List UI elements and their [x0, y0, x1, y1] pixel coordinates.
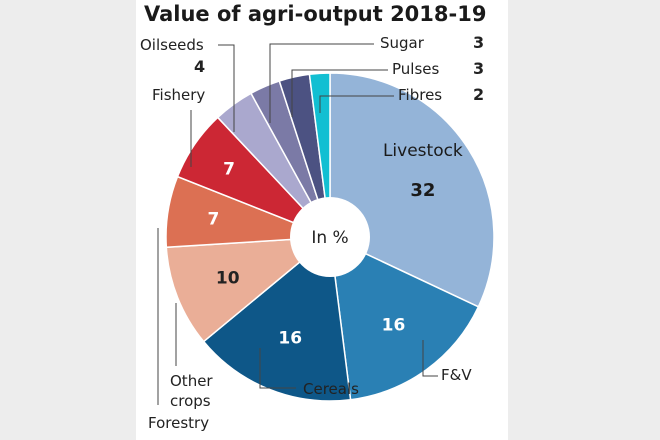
slice-value-f-v: 16: [382, 315, 406, 335]
slice-fibres: [308, 72, 331, 238]
label-cereals: Cereals: [303, 380, 359, 398]
leader-line-sugar: [269, 43, 374, 123]
donut-hole: [290, 197, 370, 277]
slice-value-forestry: 7: [208, 210, 220, 230]
donut-chart: In %Livestock3216161077F&VCerealsOthercr…: [140, 33, 495, 432]
label-other-crops: Other: [170, 372, 213, 390]
slice-livestock: [329, 72, 495, 308]
value-pulses: 3: [473, 59, 484, 78]
leader-line-fibres: [319, 95, 394, 113]
value-sugar: 3: [473, 33, 484, 52]
label-pulses: Pulses: [392, 60, 439, 78]
label-sugar: Sugar: [380, 34, 425, 52]
slice-cereals: [202, 235, 352, 402]
leader-line-cereals: [259, 348, 296, 389]
slice-other-crops: [165, 236, 333, 343]
value-fibres: 2: [473, 85, 484, 104]
chart-title: Value of agri-output 2018-19: [144, 2, 487, 26]
label-fishery: Fishery: [152, 86, 205, 104]
label-fibres: Fibres: [398, 86, 442, 104]
chart-panel: Value of agri-output 2018-19 In % Livesto…: [136, 0, 508, 440]
slice-f-v: [329, 235, 480, 401]
slice-value-other-crops: 10: [216, 268, 240, 288]
leader-line-oilseeds: [218, 44, 235, 132]
label-forestry: Forestry: [148, 414, 209, 432]
value-oilseeds: 4: [194, 57, 205, 76]
slice-value-fishery: 7: [223, 159, 235, 179]
label-other-crops-line2: crops: [170, 392, 211, 410]
leader-line-pulses: [291, 69, 388, 117]
slice-name-livestock: Livestock: [383, 141, 463, 161]
center-label: In %: [311, 228, 348, 248]
label-oilseeds: Oilseeds: [140, 36, 204, 54]
slice-value-cereals: 16: [278, 328, 302, 348]
label-f-v: F&V: [441, 366, 472, 384]
slice-value-livestock: 32: [410, 180, 435, 201]
leader-line-f-v: [422, 340, 438, 377]
